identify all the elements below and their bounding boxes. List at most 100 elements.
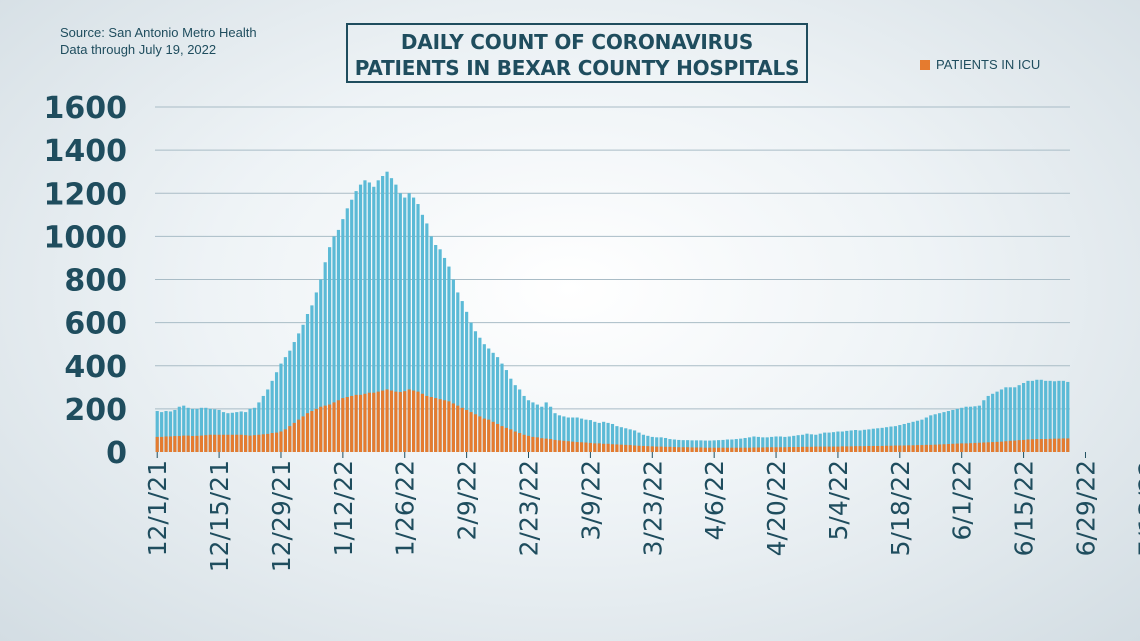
icu-patients-bar	[1066, 438, 1070, 452]
total-patients-bar	[155, 411, 159, 452]
icu-patients-bar	[504, 427, 508, 452]
total-patients-bar	[403, 197, 407, 452]
icu-patients-bar	[849, 446, 853, 452]
total-patients-bar	[1066, 381, 1070, 452]
icu-patients-bar	[288, 426, 292, 453]
icu-patients-bar	[778, 447, 783, 452]
total-patients-bar	[363, 180, 367, 452]
icu-patients-bar	[394, 391, 398, 453]
y-tick-label: 400	[64, 350, 127, 385]
icu-patients-bar	[593, 443, 597, 453]
total-patients-bar	[292, 342, 296, 452]
icu-patients-bar	[248, 435, 252, 452]
icu-patients-bar	[177, 436, 181, 452]
icu-patients-bar	[239, 434, 243, 452]
total-patients-bar	[1057, 380, 1061, 452]
total-patients-bar	[310, 305, 314, 453]
total-patients-bar	[341, 219, 345, 452]
y-axis-ticks: 0 200 400 600 800 1000 1200 1400 1600	[44, 91, 128, 471]
icu-patients-bar	[973, 442, 977, 452]
icu-patients-bar	[447, 401, 451, 452]
total-patients-bar	[708, 440, 712, 452]
x-tick-label: 4/20/22	[762, 460, 791, 556]
total-patients-bar	[902, 423, 906, 452]
icu-patients-bar	[703, 447, 707, 452]
total-patients-bar	[915, 420, 920, 452]
total-patients-bar	[190, 408, 195, 453]
icu-patients-bar	[292, 422, 296, 452]
icu-patients-bar	[487, 419, 491, 452]
total-patients-bar	[540, 406, 544, 452]
total-patients-bar	[389, 178, 394, 452]
icu-patients-bar	[579, 442, 584, 452]
total-patients-bar	[893, 426, 897, 453]
icu-patients-bar	[540, 438, 544, 452]
icu-patients-bar	[155, 436, 159, 452]
total-patients-bar	[730, 439, 734, 452]
total-patients-bar	[420, 214, 425, 452]
total-patients-bar	[336, 229, 341, 452]
total-patients-bar	[765, 437, 769, 452]
total-patients-bar	[982, 400, 986, 452]
y-tick-label: 1600	[44, 91, 128, 126]
icu-patients-bar	[403, 391, 407, 452]
icu-patients-bar	[991, 442, 995, 452]
total-patients-bar	[677, 439, 681, 452]
icu-patients-bar	[332, 402, 336, 452]
total-patients-bar	[774, 436, 778, 452]
icu-patients-bar	[465, 409, 469, 452]
total-patients-bar	[469, 322, 473, 453]
total-patients-bar	[770, 436, 774, 452]
x-tick-label: 6/29/22	[1071, 460, 1100, 556]
icu-patients-bar	[650, 446, 654, 452]
total-patients-bar	[244, 412, 248, 452]
total-patients-bar	[221, 412, 226, 452]
icu-patients-bar	[328, 404, 332, 452]
total-patients-bar	[1013, 387, 1017, 452]
icu-patients-bar	[482, 418, 486, 452]
icu-patients-bar	[884, 445, 889, 452]
icu-patients-bar	[372, 392, 376, 452]
icu-patients-bar	[880, 445, 884, 452]
total-patients-bar	[739, 438, 743, 452]
total-patients-bar	[465, 311, 469, 452]
icu-patients-bar	[637, 445, 641, 452]
chart-title: DAILY COUNT OF CORONAVIRUS PATIENTS IN B…	[346, 23, 808, 83]
icu-patients-bar	[809, 446, 813, 452]
icu-patients-bar	[712, 447, 716, 452]
total-patients-bar	[495, 357, 500, 453]
icu-patients-bar	[235, 434, 239, 452]
total-patients-bar	[1026, 380, 1030, 452]
icu-patients-bar	[792, 447, 796, 452]
icu-patients-bar	[911, 445, 915, 452]
icu-patients-bar	[509, 429, 513, 452]
icu-patients-bar	[831, 446, 836, 452]
icu-patients-bar	[717, 447, 721, 452]
icu-patients-bar	[164, 436, 168, 452]
total-patients-bar	[513, 385, 517, 452]
y-tick-label: 600	[64, 307, 127, 342]
total-patients-bar	[261, 395, 265, 452]
total-patients-bar	[699, 440, 703, 452]
icu-patients-bar	[425, 395, 429, 452]
icu-patients-bar	[602, 443, 606, 452]
icu-patients-bar	[942, 444, 946, 452]
total-patients-bar	[1061, 380, 1065, 452]
total-patients-bar	[372, 186, 376, 452]
total-patients-bar	[350, 199, 354, 452]
icu-patients-bar	[522, 434, 526, 452]
icu-patients-bar	[549, 439, 553, 452]
x-tick-label: 4/6/22	[700, 460, 729, 540]
icu-patients-bar	[955, 443, 959, 452]
icu-patients-bar	[270, 433, 274, 452]
total-patients-bar	[270, 380, 274, 452]
total-patients-bar	[239, 411, 243, 452]
total-patients-bar	[1048, 380, 1052, 452]
icu-patients-bar	[350, 395, 354, 452]
icu-patients-bar	[920, 445, 924, 452]
x-tick-label: 12/29/21	[267, 460, 296, 572]
icu-patients-bar	[363, 393, 367, 452]
total-patients-bar	[991, 393, 995, 452]
total-patients-bar	[173, 409, 177, 452]
icu-patients-bar	[553, 439, 557, 452]
